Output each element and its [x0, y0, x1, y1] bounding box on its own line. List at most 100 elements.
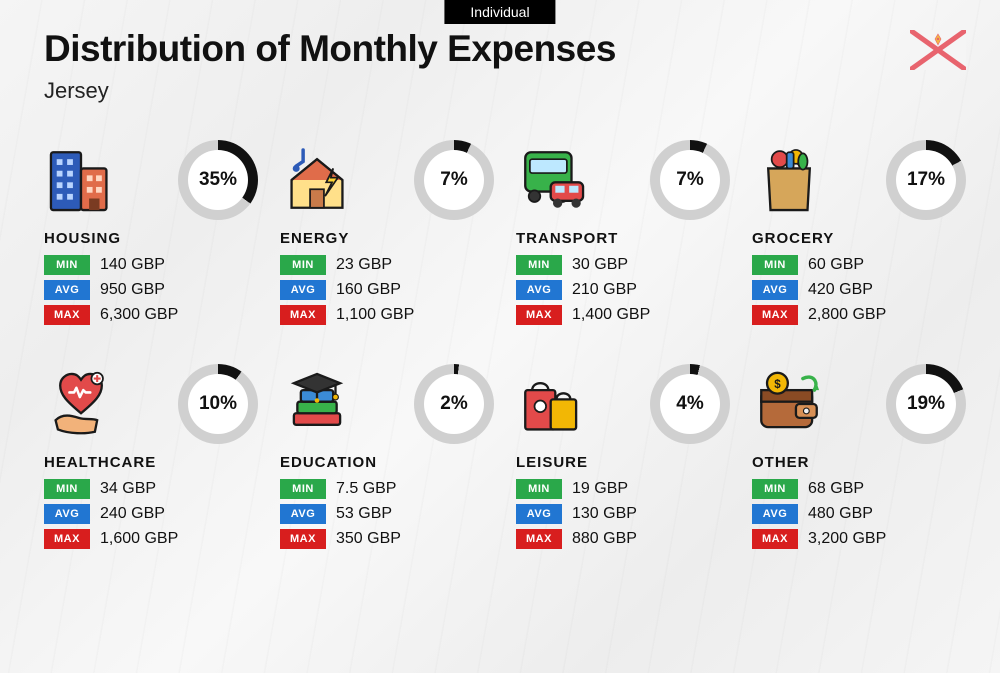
percent-label: 7%: [676, 169, 703, 191]
min-row: MIN 68 GBP: [752, 479, 966, 499]
avg-badge: AVG: [752, 280, 798, 300]
percent-label: 35%: [199, 169, 237, 191]
min-badge: MIN: [280, 479, 326, 499]
books-cap-icon: [280, 367, 354, 441]
category-label: OTHER: [752, 454, 966, 471]
max-badge: MAX: [752, 305, 798, 325]
avg-row: AVG 160 GBP: [280, 280, 494, 300]
min-badge: MIN: [752, 479, 798, 499]
min-value: 30 GBP: [572, 256, 628, 274]
min-row: MIN 23 GBP: [280, 255, 494, 275]
percent-donut-healthcare: 10%: [178, 364, 258, 444]
page-title: Distribution of Monthly Expenses: [44, 28, 616, 70]
percent-label: 17%: [907, 169, 945, 191]
min-value: 68 GBP: [808, 480, 864, 498]
percent-donut-other: 19%: [886, 364, 966, 444]
max-row: MAX 6,300 GBP: [44, 305, 258, 325]
category-card-education: 2% EDUCATION MIN 7.5 GBP AVG 53 GBP MAX 350 GBP: [280, 364, 494, 554]
min-badge: MIN: [516, 255, 562, 275]
category-card-energy: 7% ENERGY MIN 23 GBP AVG 160 GBP MAX 1,100 GBP: [280, 140, 494, 330]
percent-label: 10%: [199, 393, 237, 415]
min-row: MIN 60 GBP: [752, 255, 966, 275]
category-label: GROCERY: [752, 230, 966, 247]
category-card-housing: 35%HOUSINGMIN140 GBPAVG950 GBPMAX6,300 G…: [44, 140, 258, 330]
min-value: 7.5 GBP: [336, 480, 396, 498]
max-value: 880 GBP: [572, 530, 637, 548]
max-value: 1,600 GBP: [100, 530, 178, 548]
max-row: MAX1,400 GBP: [516, 305, 730, 325]
min-value: 140 GBP: [100, 256, 165, 274]
max-badge: MAX: [752, 529, 798, 549]
avg-value: 53 GBP: [336, 505, 392, 523]
avg-value: 210 GBP: [572, 281, 637, 299]
avg-value: 130 GBP: [572, 505, 637, 523]
buildings-icon: [44, 143, 118, 217]
avg-row: AVG950 GBP: [44, 280, 258, 300]
min-value: 60 GBP: [808, 256, 864, 274]
max-badge: MAX: [44, 305, 90, 325]
max-value: 6,300 GBP: [100, 306, 178, 324]
min-row: MIN 30 GBP: [516, 255, 730, 275]
min-badge: MIN: [44, 255, 90, 275]
min-value: 23 GBP: [336, 256, 392, 274]
bus-car-icon: [516, 143, 590, 217]
top-label: Individual: [444, 0, 555, 24]
max-row: MAX 2,800 GBP: [752, 305, 966, 325]
max-value: 350 GBP: [336, 530, 401, 548]
min-row: MIN 7.5 GBP: [280, 479, 494, 499]
category-label: LEISURE: [516, 454, 730, 471]
category-label: ENERGY: [280, 230, 494, 247]
min-row: MIN34 GBP: [44, 479, 258, 499]
percent-donut-leisure: 4%: [650, 364, 730, 444]
avg-badge: AVG: [516, 504, 562, 524]
avg-row: AVG 130 GBP: [516, 504, 730, 524]
avg-badge: AVG: [44, 280, 90, 300]
category-label: HEALTHCARE: [44, 454, 258, 471]
max-value: 2,800 GBP: [808, 306, 886, 324]
max-row: MAX 1,100 GBP: [280, 305, 494, 325]
avg-value: 160 GBP: [336, 281, 401, 299]
avg-badge: AVG: [280, 504, 326, 524]
page-subtitle: Jersey: [44, 78, 109, 104]
jersey-flag-icon: [910, 30, 966, 70]
max-row: MAX 3,200 GBP: [752, 529, 966, 549]
house-bolt-icon: [280, 143, 354, 217]
avg-badge: AVG: [280, 280, 326, 300]
category-card-leisure: 4% LEISURE MIN19 GBP AVG 130 GBP MAX 880 GBP: [516, 364, 730, 554]
min-row: MIN19 GBP: [516, 479, 730, 499]
max-value: 3,200 GBP: [808, 530, 886, 548]
min-badge: MIN: [516, 479, 562, 499]
max-badge: MAX: [280, 529, 326, 549]
max-row: MAX 1,600 GBP: [44, 529, 258, 549]
min-value: 34 GBP: [100, 480, 156, 498]
category-label: EDUCATION: [280, 454, 494, 471]
max-badge: MAX: [280, 305, 326, 325]
avg-row: AVG 210 GBP: [516, 280, 730, 300]
max-badge: MAX: [516, 529, 562, 549]
avg-row: AVG240 GBP: [44, 504, 258, 524]
min-badge: MIN: [280, 255, 326, 275]
max-badge: MAX: [44, 529, 90, 549]
grocery-bag-icon: [752, 143, 826, 217]
percent-donut-grocery: 17%: [886, 140, 966, 220]
max-row: MAX 350 GBP: [280, 529, 494, 549]
percent-donut-energy: 7%: [414, 140, 494, 220]
category-grid: 35%HOUSINGMIN140 GBPAVG950 GBPMAX6,300 G…: [44, 140, 966, 554]
max-value: 1,400 GBP: [572, 306, 650, 324]
percent-label: 7%: [440, 169, 467, 191]
percent-donut-education: 2%: [414, 364, 494, 444]
avg-badge: AVG: [516, 280, 562, 300]
category-label: TRANSPORT: [516, 230, 730, 247]
avg-row: AVG 53 GBP: [280, 504, 494, 524]
min-row: MIN 140 GBP: [44, 255, 258, 275]
percent-donut-transport: 7%: [650, 140, 730, 220]
avg-value: 240 GBP: [100, 505, 165, 523]
category-card-grocery: 17%GROCERYMIN60 GBPAVG420 GBPMAX2,800 GB…: [752, 140, 966, 330]
max-value: 1,100 GBP: [336, 306, 414, 324]
svg-text:$: $: [774, 379, 781, 391]
percent-donut-housing: 35%: [178, 140, 258, 220]
category-card-transport: 7% TRANSPORT MIN 30 GBP AVG 210 GBP MAX1,400 G…: [516, 140, 730, 330]
percent-label: 4%: [676, 393, 703, 415]
max-row: MAX 880 GBP: [516, 529, 730, 549]
min-badge: MIN: [752, 255, 798, 275]
